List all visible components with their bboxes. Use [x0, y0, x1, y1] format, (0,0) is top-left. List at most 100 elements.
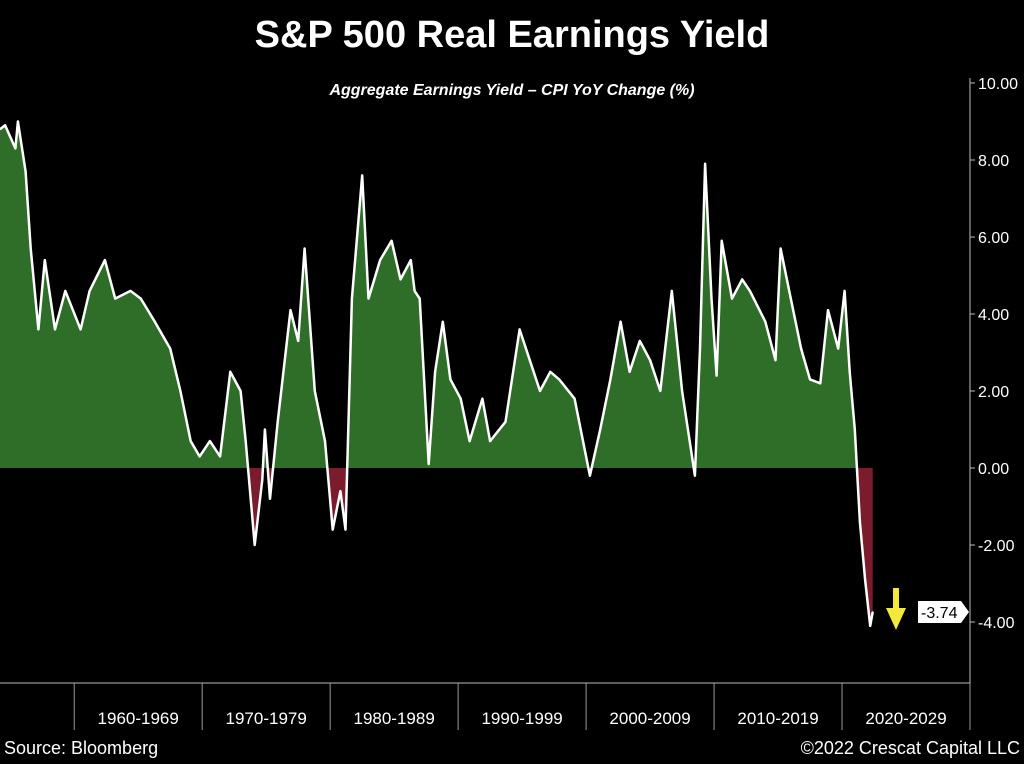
- last-value-callout: [918, 600, 969, 623]
- arrow-shaft: [893, 588, 899, 610]
- data-point: [64, 290, 67, 292]
- data-point: [129, 290, 132, 292]
- data-point: [14, 147, 17, 150]
- data-point: [264, 428, 266, 431]
- y-tick-label: 10.00: [978, 76, 1018, 93]
- data-point: [489, 440, 491, 442]
- down-arrow-icon: [886, 588, 906, 630]
- x-tick-label: 1970-1979: [226, 709, 307, 728]
- data-point: [29, 247, 32, 250]
- data-point: [864, 578, 866, 581]
- data-point: [297, 340, 299, 342]
- data-point: [504, 421, 507, 423]
- data-point: [289, 309, 292, 311]
- data-point: [710, 297, 713, 300]
- x-tick-label: 1960-1969: [98, 709, 179, 728]
- arrow-head: [886, 608, 906, 630]
- data-point: [539, 390, 541, 392]
- data-point: [344, 528, 347, 531]
- data-point: [619, 320, 622, 323]
- data-point: [418, 297, 421, 300]
- data-point: [390, 240, 393, 242]
- data-point: [269, 498, 271, 500]
- data-point: [379, 259, 381, 261]
- data-point: [0, 128, 1, 130]
- data-point: [649, 359, 651, 362]
- data-point: [589, 474, 591, 477]
- x-tick-label: 2000-2009: [609, 709, 690, 728]
- x-tick-label: 1990-1999: [481, 709, 562, 728]
- data-point: [671, 290, 673, 292]
- data-point: [189, 440, 192, 442]
- data-point: [481, 397, 484, 400]
- data-point: [715, 374, 718, 377]
- data-point: [731, 297, 733, 300]
- data-point: [779, 247, 782, 250]
- data-point: [303, 247, 306, 250]
- y-tick-label: 0.00: [978, 461, 1009, 478]
- data-point: [54, 328, 56, 331]
- data-point: [198, 455, 201, 458]
- data-point: [809, 378, 811, 381]
- data-point: [681, 390, 683, 392]
- data-point: [229, 370, 232, 373]
- data-point: [819, 382, 822, 385]
- data-point: [24, 170, 27, 173]
- data-point: [704, 163, 706, 165]
- data-point: [219, 455, 221, 458]
- data-point: [459, 397, 462, 400]
- data-point: [827, 309, 829, 311]
- data-point: [720, 240, 723, 242]
- data-point: [790, 297, 792, 300]
- y-tick-label: 2.00: [978, 384, 1009, 401]
- data-point: [843, 290, 846, 292]
- data-point: [154, 320, 156, 323]
- data-point: [573, 397, 576, 400]
- copyright-note: ©2022 Crescat Capital LLC: [800, 738, 1020, 758]
- data-point: [253, 544, 256, 546]
- data-point: [764, 320, 767, 323]
- data-point: [699, 347, 701, 350]
- data-point: [848, 370, 851, 373]
- data-point: [639, 340, 641, 342]
- data-point: [43, 259, 46, 261]
- data-point: [239, 390, 242, 392]
- series-line: [0, 120, 874, 628]
- data-point: [209, 440, 211, 442]
- data-point: [88, 290, 91, 292]
- x-tick-label: 2020-2029: [865, 709, 946, 728]
- data-point: [339, 490, 342, 492]
- data-point: [859, 521, 861, 523]
- data-point: [139, 297, 142, 300]
- data-point: [468, 440, 471, 442]
- data-point: [549, 370, 552, 373]
- y-tick-label: 6.00: [978, 230, 1009, 247]
- data-point: [409, 259, 412, 261]
- chart-subtitle: Aggregate Earnings Yield – CPI YoY Chang…: [329, 82, 695, 99]
- data-point: [17, 120, 19, 123]
- data-point: [774, 359, 777, 362]
- data-point: [4, 124, 6, 127]
- data-point: [331, 528, 334, 531]
- last-value-label: -3.74: [921, 605, 958, 622]
- data-point: [179, 390, 182, 392]
- data-point: [869, 625, 871, 627]
- data-point: [871, 611, 874, 613]
- data-point: [367, 297, 370, 300]
- data-point: [694, 474, 696, 477]
- data-point: [749, 290, 751, 292]
- data-point: [104, 259, 106, 261]
- y-tick-label: 4.00: [978, 307, 1009, 324]
- data-point: [434, 370, 436, 373]
- data-point: [169, 347, 171, 350]
- x-tick-label: 2010-2019: [737, 709, 818, 728]
- data-point: [261, 478, 264, 481]
- data-point: [628, 370, 631, 373]
- data-point: [37, 328, 40, 331]
- data-point: [837, 347, 839, 350]
- x-tick-label: 1980-1989: [353, 709, 434, 728]
- chart-title: S&P 500 Real Earnings Yield: [254, 14, 770, 56]
- y-tick-label: -4.00: [978, 615, 1015, 632]
- data-point: [244, 440, 247, 442]
